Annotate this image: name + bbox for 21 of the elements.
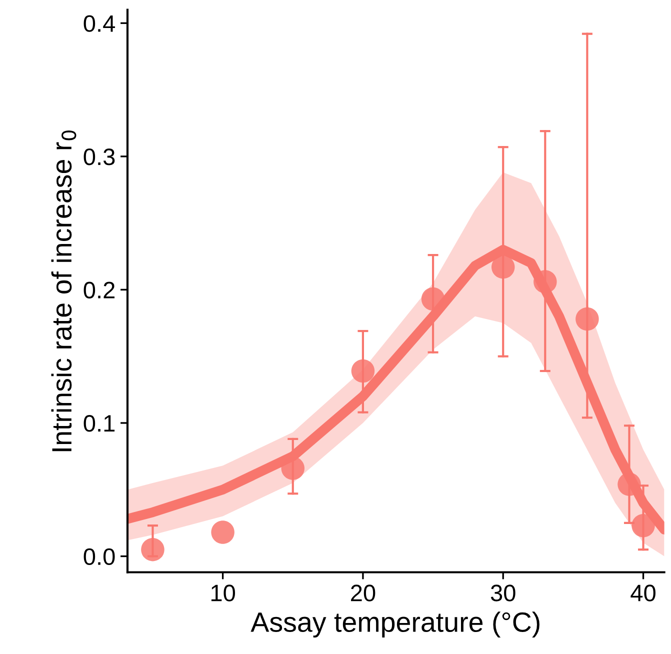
x-tick-label: 20 [351, 584, 376, 602]
y-axis-title: Intrinsic rate of increase r$_{0}$ [51, 130, 76, 452]
point [618, 472, 641, 496]
point [491, 255, 515, 279]
x-axis-title: Assay temperature (°C) [250, 612, 540, 638]
y-tick-label: 0.4 [84, 15, 115, 32]
point [141, 538, 164, 562]
y-tick-label: 0.0 [84, 548, 115, 566]
point [576, 307, 599, 331]
point [211, 520, 234, 544]
y-tick-label: 0.1 [84, 415, 115, 432]
y-tick-label: 0.2 [84, 282, 114, 298]
x-tick-label: 10 [211, 584, 236, 602]
point [351, 359, 375, 383]
point [281, 456, 304, 480]
y-tick-label: 0.3 [84, 148, 115, 166]
point [632, 514, 655, 538]
x-tick-label: 40 [630, 584, 656, 602]
point [421, 287, 445, 311]
point [534, 270, 557, 294]
x-tick-label: 30 [490, 584, 516, 602]
